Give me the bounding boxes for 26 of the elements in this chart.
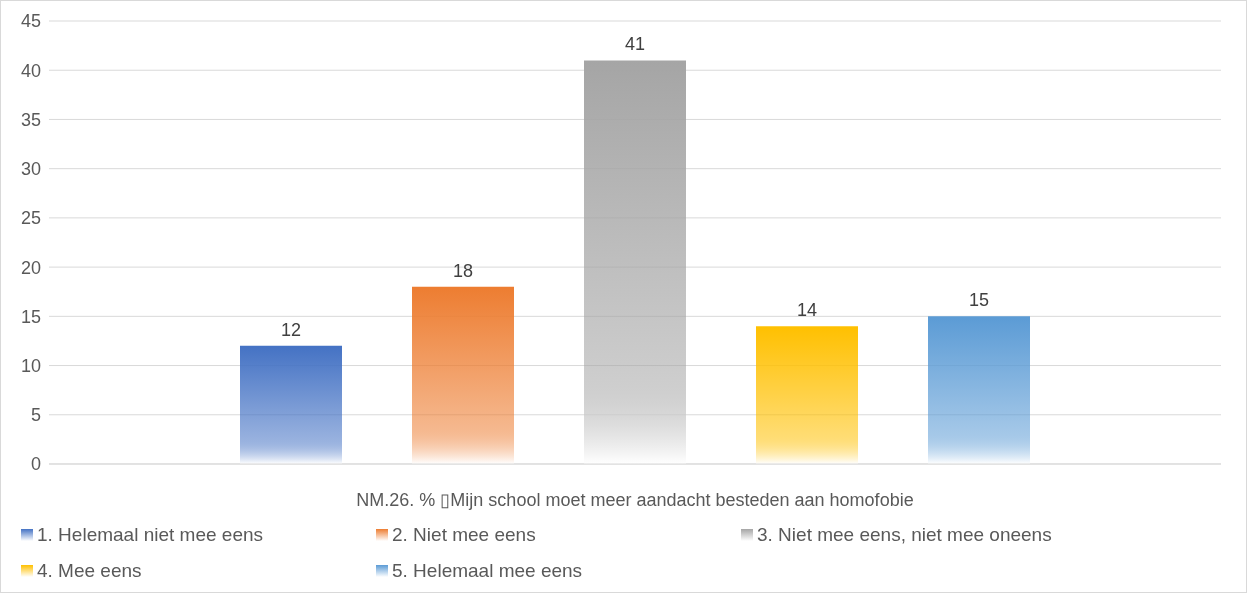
data-label: 15 [968,290,990,311]
y-tick-label: 10 [20,355,41,376]
legend-label: 4. Mee eens [37,560,142,582]
y-tick-label: 35 [20,109,41,130]
legend-label: 1. Helemaal niet mee eens [37,524,264,546]
data-label: 41 [624,34,646,55]
bar [412,286,514,464]
bar [928,316,1030,464]
x-axis-title: NM.26. % ▯Mijn school moet meer aandacht besteden aan homofobie [356,490,914,510]
data-label: 18 [452,260,474,281]
data-label: 12 [280,319,302,340]
y-tick-label: 0 [30,454,41,475]
y-tick-label: 40 [20,60,41,81]
y-tick-label: 30 [20,159,41,180]
y-tick-label: 25 [20,208,41,229]
y-tick-label: 45 [20,11,41,32]
bar [584,60,686,464]
legend-label: 3. Niet mee eens, niet mee oneens [757,524,1052,546]
y-tick-label: 5 [30,405,41,426]
legend-label: 2. Niet mee eens [392,524,536,546]
bar [756,326,858,464]
legend-label: 5. Helemaal mee eens [392,560,583,582]
data-label: 14 [796,300,818,321]
bar [240,345,342,464]
y-tick-label: 15 [20,306,41,327]
y-tick-label: 20 [20,257,41,278]
